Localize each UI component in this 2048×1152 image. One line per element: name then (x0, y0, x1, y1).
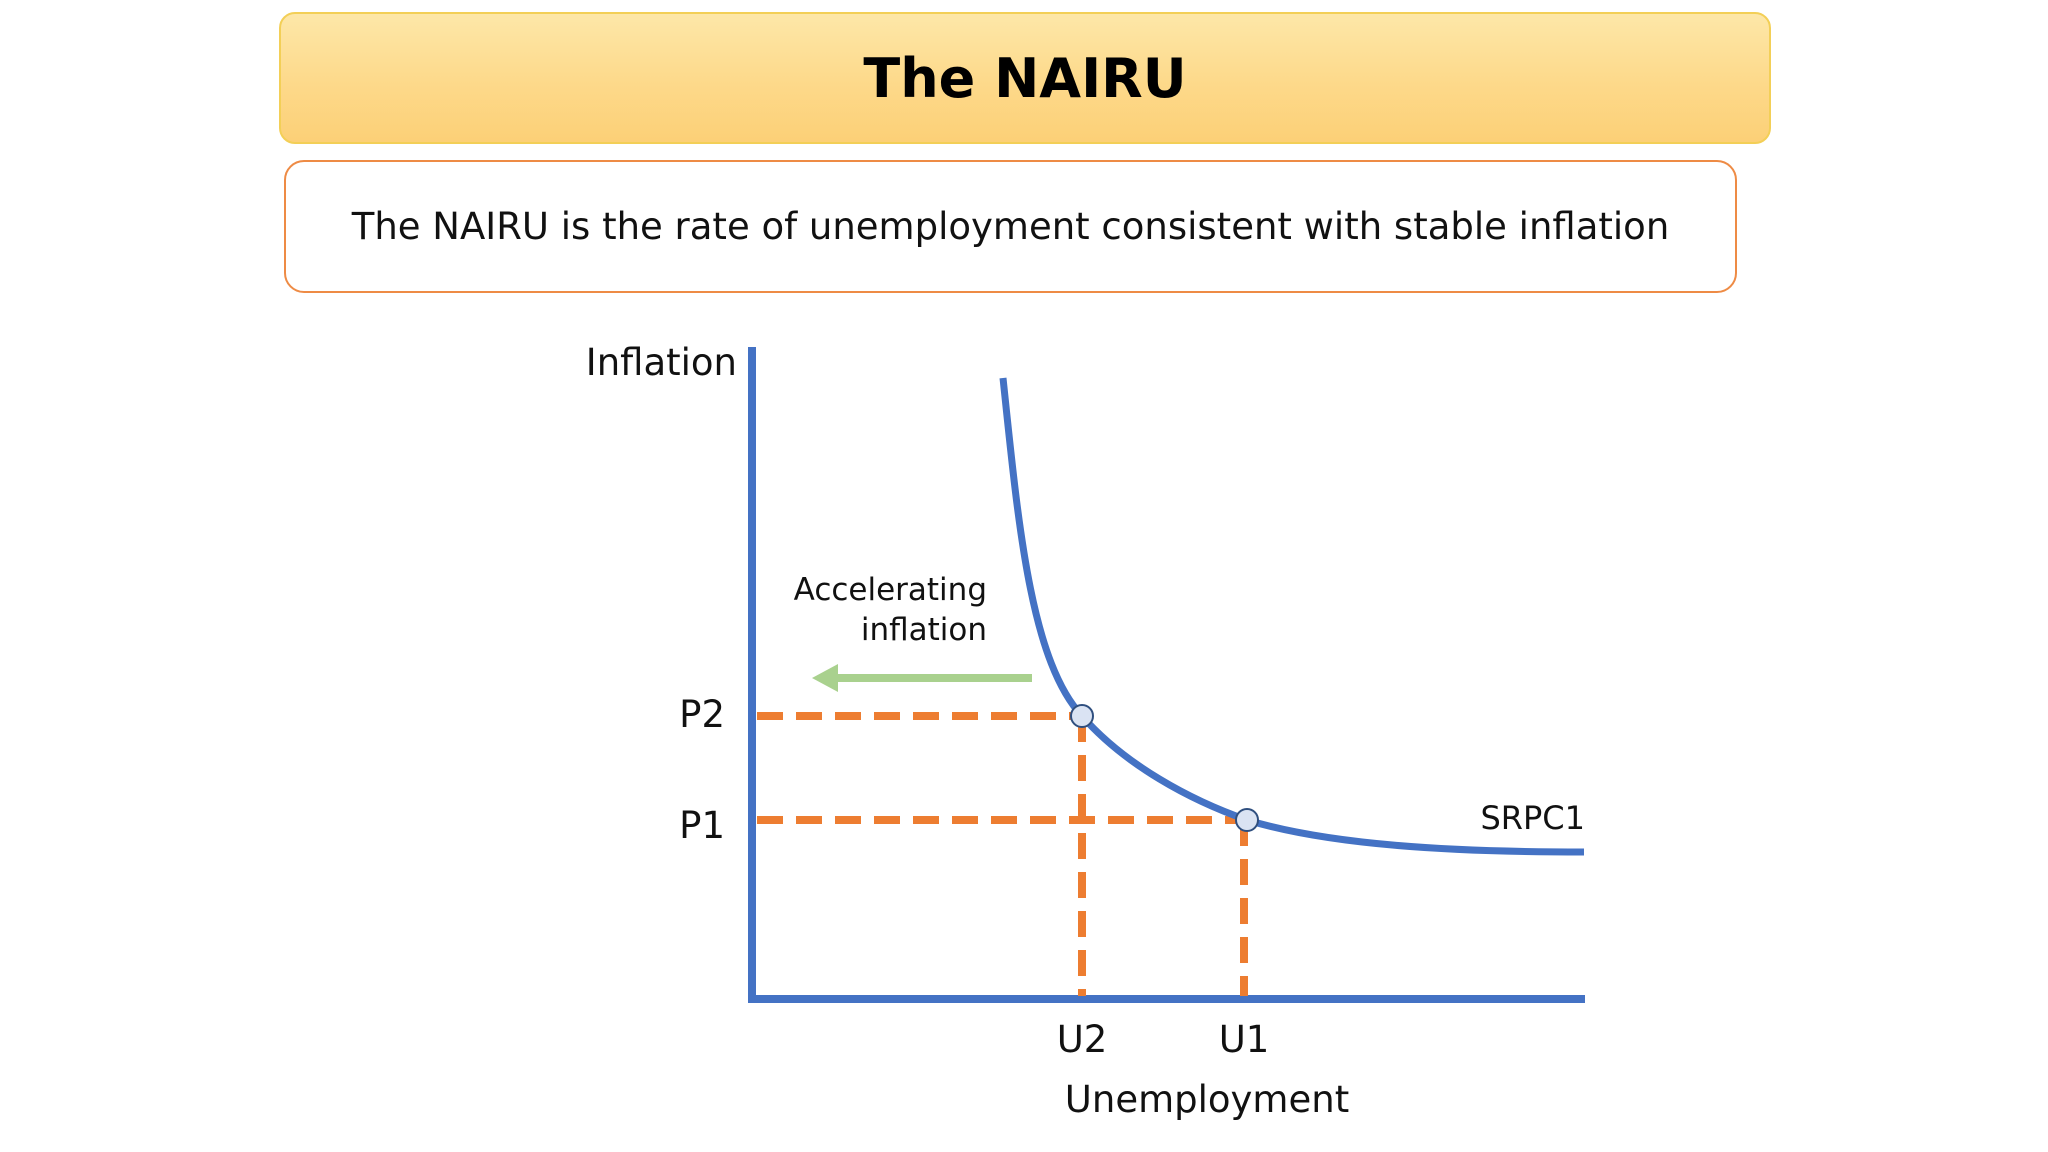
annotation-line-2: inflation (861, 612, 987, 648)
point-p2-u2 (1070, 704, 1094, 728)
left-arrow-icon (812, 664, 1032, 692)
page-title: The NAIRU (863, 46, 1187, 110)
tick-label-u2: U2 (1057, 1018, 1108, 1061)
curve-label: SRPC1 (1480, 799, 1585, 837)
x-axis-label: Unemployment (1065, 1078, 1349, 1121)
srpc-curve (999, 377, 1585, 856)
tick-label-p1: P1 (679, 804, 725, 847)
definition-text: The NAIRU is the rate of unemployment co… (351, 205, 1670, 248)
title-banner: The NAIRU (279, 12, 1771, 144)
point-p1-u1 (1235, 808, 1259, 832)
tick-label-u1: U1 (1219, 1018, 1270, 1061)
annotation-line-1: Accelerating (794, 572, 987, 608)
y-axis-label: Inflation (586, 341, 737, 384)
tick-label-p2: P2 (679, 693, 725, 736)
definition-box: The NAIRU is the rate of unemployment co… (284, 160, 1737, 293)
